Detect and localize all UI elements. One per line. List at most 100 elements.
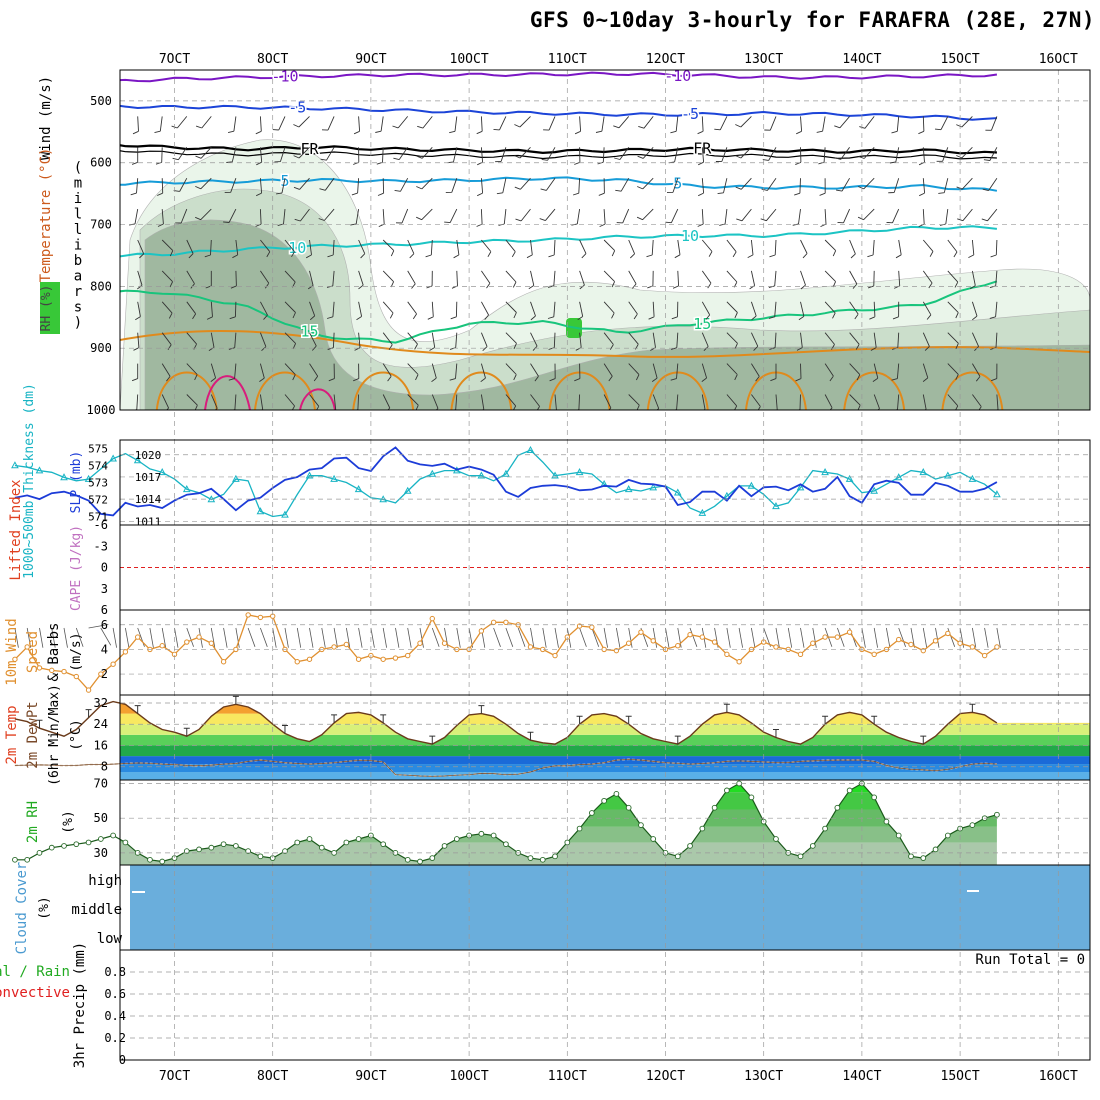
rh-point bbox=[638, 822, 644, 828]
isotherm-label: -10 bbox=[664, 67, 691, 85]
pressure-tick-label: 700 bbox=[90, 218, 112, 232]
thickness-point bbox=[60, 473, 68, 481]
cape-axis-label: CAPE (J/kg) bbox=[69, 525, 84, 611]
temperature-band bbox=[120, 745, 1090, 757]
pressure-axis-label-char: l bbox=[74, 207, 82, 223]
temp-minmax-marker bbox=[527, 731, 534, 741]
rh-point bbox=[711, 804, 718, 811]
wind-speed-point bbox=[306, 656, 313, 662]
wind-speed-point bbox=[834, 634, 841, 640]
isotherm-label: 5 bbox=[280, 172, 289, 190]
precip-convective-label: Convective bbox=[0, 985, 70, 1001]
thickness-point bbox=[256, 507, 265, 515]
temperature-band bbox=[120, 724, 1090, 735]
temperature-band bbox=[120, 756, 1090, 765]
wind-speed-point bbox=[159, 643, 165, 649]
thickness-point bbox=[403, 486, 412, 494]
lifted-index-axis-label: Lifted Index bbox=[8, 479, 24, 580]
wind-speed-point bbox=[331, 644, 337, 650]
rh-point bbox=[12, 856, 18, 863]
wind-speed-point bbox=[969, 644, 976, 650]
x-tick-label-top: 11OCT bbox=[548, 52, 587, 67]
thickness-point bbox=[109, 454, 117, 462]
wind-speed-point bbox=[478, 628, 485, 634]
wind-speed-point bbox=[98, 671, 104, 677]
precip-total-rain-label: Total / Rain bbox=[0, 964, 70, 980]
precip-axis-label: 3hr Precip (mm) bbox=[72, 942, 88, 1068]
isotherm-label: -5 bbox=[681, 105, 699, 123]
wind-speed-point bbox=[405, 652, 411, 659]
thickness-axis-label: 1000~500mb Thickness (dm) bbox=[22, 383, 37, 579]
thickness-tick-label: 572 bbox=[88, 494, 108, 507]
precip-tick-label: 0.8 bbox=[104, 965, 126, 979]
isotherm-label: 15 bbox=[300, 322, 318, 340]
wind-speed-point bbox=[220, 659, 227, 665]
x-tick-label-top: 13OCT bbox=[744, 52, 783, 67]
thickness-point bbox=[821, 468, 829, 476]
rh-point bbox=[674, 853, 681, 860]
wind-speed-point bbox=[85, 687, 92, 693]
thickness-point bbox=[723, 491, 731, 499]
thickness-point bbox=[698, 508, 707, 516]
wind-speed-point bbox=[625, 640, 632, 646]
thickness-point bbox=[354, 485, 363, 493]
wind-speed-point bbox=[417, 640, 423, 646]
x-tick-label-top: 12OCT bbox=[646, 52, 685, 67]
wind-speed-point bbox=[994, 644, 1000, 650]
temp-minmax-marker bbox=[331, 714, 338, 723]
rh-point bbox=[24, 856, 31, 863]
isotherm-line bbox=[120, 71, 998, 83]
rh-point bbox=[97, 836, 104, 842]
temp-minmax-marker bbox=[576, 715, 583, 725]
wind-speed-point bbox=[184, 639, 190, 645]
rh-point bbox=[85, 839, 92, 846]
rh-point bbox=[883, 818, 890, 825]
wind-speed-point bbox=[527, 644, 534, 650]
rh-point bbox=[183, 848, 190, 854]
wind-speed-point bbox=[822, 634, 828, 640]
isotherm-label: 5 bbox=[673, 175, 682, 193]
rh-tick-label: 70 bbox=[94, 776, 108, 790]
pressure-axis-label-char: i bbox=[74, 238, 82, 254]
thickness-point bbox=[649, 483, 658, 491]
rh-point bbox=[846, 787, 853, 794]
pressure-tick-label: 1000 bbox=[87, 403, 116, 417]
isotherm-label: -5 bbox=[288, 98, 306, 116]
thickness-point bbox=[993, 490, 1001, 498]
precip-tick-label: 0.4 bbox=[104, 1009, 126, 1023]
rh-point bbox=[748, 794, 755, 801]
wind-speed-point bbox=[552, 652, 558, 659]
rh-point bbox=[908, 853, 914, 860]
rh-point bbox=[797, 853, 804, 860]
rh-tick-label: 30 bbox=[94, 846, 108, 860]
temperature-band bbox=[120, 772, 1090, 780]
temp-minmax-marker bbox=[822, 715, 829, 725]
rh-point bbox=[36, 850, 43, 856]
wind-tick-label: 2 bbox=[101, 667, 108, 681]
thickness-point bbox=[158, 468, 167, 476]
rh-point bbox=[539, 856, 546, 863]
temp-minmax-axis-label: (6hr Min/Max) bbox=[47, 684, 62, 786]
temp-minmax-marker bbox=[429, 735, 436, 745]
thickness-point bbox=[845, 474, 854, 482]
pressure-axis-label-char: ( bbox=[74, 160, 82, 176]
rh-point bbox=[48, 844, 55, 851]
cloud-level-label: middle bbox=[71, 902, 122, 918]
rh-point bbox=[233, 843, 239, 849]
x-tick-label-bottom: 9OCT bbox=[355, 1069, 386, 1084]
x-tick-label-top: 10OCT bbox=[450, 52, 489, 67]
dewpoint-axis-label: 2m DewPt bbox=[25, 701, 41, 768]
stability-tick-label: 6 bbox=[101, 603, 108, 617]
x-tick-label-bottom: 10OCT bbox=[450, 1069, 489, 1084]
thickness-point bbox=[673, 488, 682, 496]
wind-speed-point bbox=[355, 656, 362, 662]
precip-tick-label: 0.2 bbox=[104, 1031, 126, 1045]
stability-tick-label: 0 bbox=[101, 561, 108, 575]
thickness-point bbox=[747, 481, 756, 489]
rh2m-unit-label: (%) bbox=[61, 810, 76, 833]
pressure-axis-label-char: b bbox=[74, 253, 82, 269]
temp-minmax-marker bbox=[281, 725, 288, 734]
x-tick-label-bottom: 14OCT bbox=[842, 1069, 881, 1084]
wind-speed-point bbox=[810, 640, 816, 646]
